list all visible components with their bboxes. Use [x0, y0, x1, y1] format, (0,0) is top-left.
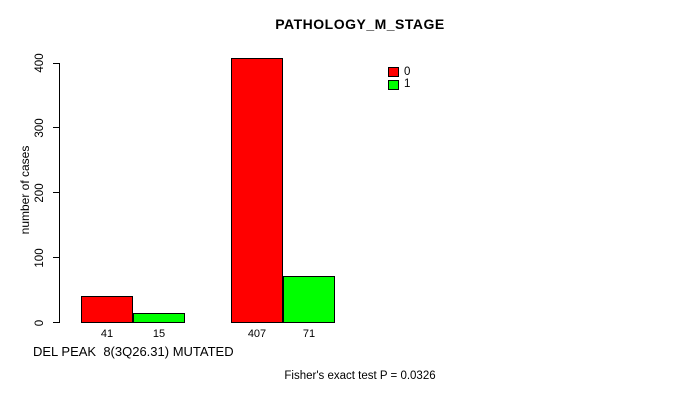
y-axis-tick-label: 400 [34, 53, 46, 73]
bar [283, 276, 335, 323]
legend-entry: 1 [388, 79, 410, 92]
legend-label: 1 [404, 78, 411, 91]
legend: 0 1 [388, 66, 410, 91]
legend-label: 0 [404, 65, 411, 78]
y-axis-line [59, 62, 60, 323]
y-axis-tick-label: 100 [34, 248, 46, 268]
bar-value-label: 41 [100, 328, 114, 340]
bar [231, 58, 283, 323]
bar-value-label: 71 [302, 328, 316, 340]
y-axis-tick [53, 127, 59, 129]
chart-title: PATHOLOGY_M_STAGE [275, 16, 445, 32]
bar-value-label: 15 [152, 328, 166, 340]
legend-swatch-green [388, 79, 399, 90]
y-axis-tick-label: 300 [34, 118, 46, 138]
annotation-text: Fisher's exact test P = 0.0326 [284, 370, 436, 382]
bar-value-label: 407 [247, 328, 267, 340]
legend-swatch-red [388, 67, 399, 78]
bar [133, 312, 185, 323]
y-axis-label: number of cases [18, 145, 32, 235]
x-axis-label: DEL PEAK 8(3Q26.31) MUTATED [33, 344, 234, 359]
y-axis-tick-label: 0 [34, 319, 46, 326]
y-axis-tick [53, 322, 59, 323]
y-axis-tick [53, 192, 59, 194]
y-axis-tick-label: 200 [34, 183, 46, 203]
legend-entry: 0 [388, 66, 410, 79]
bar [81, 295, 133, 323]
y-axis-tick [53, 62, 59, 64]
y-axis-tick [53, 257, 59, 259]
